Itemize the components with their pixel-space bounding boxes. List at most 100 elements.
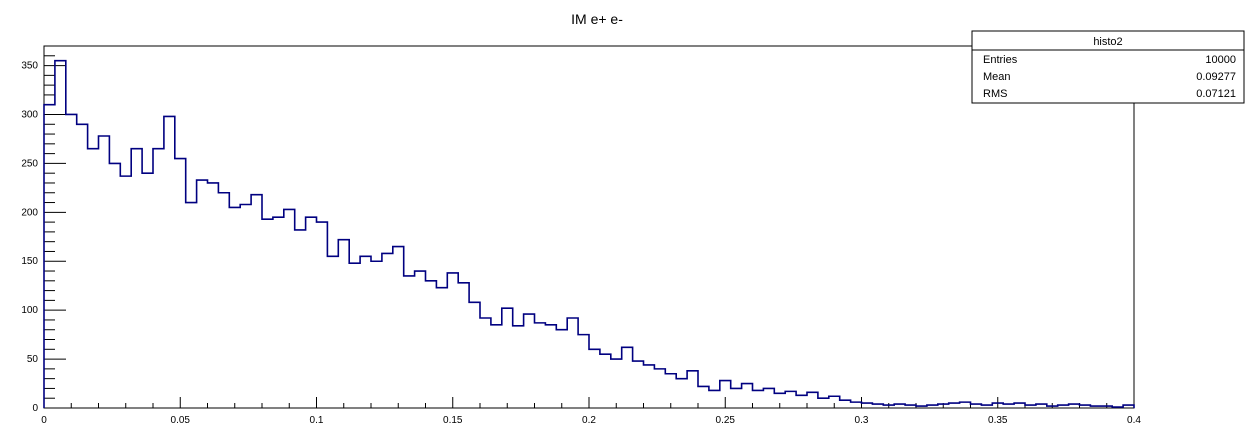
x-tick-label: 0.2 — [582, 415, 596, 426]
histogram-bin — [153, 149, 164, 408]
histogram-bin — [524, 314, 535, 408]
histogram-bin — [208, 183, 219, 408]
histogram-bin — [66, 114, 77, 408]
histogram-bin — [458, 283, 469, 408]
stats-entries-label: Entries — [983, 54, 1018, 66]
histogram-bin — [284, 209, 295, 408]
histogram-bin — [251, 195, 262, 408]
histogram-bin — [491, 325, 502, 408]
histogram-bin — [44, 105, 55, 408]
histogram-bin — [633, 361, 644, 408]
histogram-bin — [371, 261, 382, 408]
histogram-bin — [960, 402, 971, 408]
histogram-bin — [763, 388, 774, 408]
histogram-bin — [295, 230, 306, 408]
histogram-bin — [644, 365, 655, 408]
stats-box-name: histo2 — [1093, 36, 1122, 48]
histogram-bin — [382, 253, 393, 408]
stats-mean-label: Mean — [983, 71, 1011, 83]
stats-box-frame — [971, 30, 1245, 104]
histogram-bin — [840, 400, 851, 408]
histogram-bin — [229, 207, 240, 408]
histogram-bin — [142, 173, 153, 408]
histogram-bin — [404, 276, 415, 408]
histogram-bin — [197, 180, 208, 408]
histogram-bin — [306, 217, 317, 408]
histogram-bin — [99, 136, 110, 408]
histogram-bin — [654, 369, 665, 408]
y-tick-label: 200 — [21, 207, 38, 218]
x-tick-label: 0.3 — [855, 415, 869, 426]
histogram-bin — [535, 323, 546, 408]
stats-rms-label: RMS — [983, 88, 1007, 100]
histogram-bin — [502, 308, 513, 408]
y-axis: 0 50 100 150 200 250 300 350 — [21, 45, 66, 414]
x-tick-label: 0.1 — [310, 415, 324, 426]
histogram-outline — [43, 59, 1135, 408]
histogram-bin — [622, 347, 633, 408]
stats-box: histo2 Entries 10000 Mean 0.09277 RMS 0.… — [971, 30, 1245, 104]
histogram-bin — [687, 371, 698, 408]
histogram-bin — [545, 325, 556, 408]
histogram-bin — [469, 302, 480, 408]
histogram-bin — [785, 391, 796, 408]
plot-frame-rect — [43, 45, 1135, 409]
x-tick-label: 0 — [41, 415, 47, 426]
histogram-bin — [426, 281, 437, 408]
histogram-bin — [807, 392, 818, 408]
histogram-bin — [611, 359, 622, 408]
histogram-bin — [480, 318, 491, 408]
histogram-bin — [120, 176, 131, 408]
y-tick-label: 50 — [27, 354, 39, 365]
histogram-bin — [731, 388, 742, 408]
histogram-bin — [513, 326, 524, 408]
histogram-bin — [589, 349, 600, 408]
x-tick-label: 0.25 — [716, 415, 736, 426]
histogram-bin — [327, 256, 338, 408]
x-tick-label: 0.15 — [443, 415, 463, 426]
histogram-bin — [349, 263, 360, 408]
y-tick-label: 0 — [32, 403, 38, 414]
histogram-bin — [436, 288, 447, 408]
histogram-bin — [415, 271, 426, 408]
histogram-bin — [338, 240, 349, 408]
histogram-bin — [131, 149, 142, 408]
histogram-bin — [186, 203, 197, 408]
plot-frame — [43, 45, 1135, 409]
histogram-bin — [55, 61, 66, 408]
histogram-bin — [218, 193, 229, 408]
histogram-bin — [175, 159, 186, 408]
histogram-bin — [567, 318, 578, 408]
histogram-bin — [109, 163, 120, 408]
x-axis: 0 0.05 0.1 0.15 0.2 0.25 0.3 0.35 0.4 — [41, 397, 1141, 426]
histogram-bin — [262, 219, 273, 408]
histogram-bin — [676, 379, 687, 408]
histogram-bin — [796, 395, 807, 408]
histogram-bin — [317, 222, 328, 408]
histogram-bin — [818, 398, 829, 408]
y-tick-label: 150 — [21, 256, 38, 267]
histogram-bin — [851, 402, 862, 408]
histogram-bin — [88, 149, 99, 408]
y-tick-label: 250 — [21, 158, 38, 169]
stats-rms-value: 0.07121 — [1196, 88, 1236, 100]
histogram-bin — [665, 374, 676, 408]
stats-mean-value: 0.09277 — [1196, 71, 1236, 83]
stats-entries-value: 10000 — [1205, 54, 1236, 66]
histogram-bin — [742, 384, 753, 408]
x-tick-label: 0.05 — [171, 415, 191, 426]
histogram-bin — [698, 386, 709, 408]
y-tick-label: 350 — [21, 61, 38, 72]
histogram-bin — [709, 390, 720, 408]
histogram-bin — [600, 354, 611, 408]
histogram-bin — [360, 256, 371, 408]
chart-title: IM e+ e- — [571, 11, 623, 27]
histogram-bin — [273, 217, 284, 408]
histogram-bin — [578, 335, 589, 408]
x-tick-label: 0.4 — [1127, 415, 1141, 426]
histogram-series — [43, 59, 1135, 408]
y-tick-label: 300 — [21, 109, 38, 120]
histogram-bin — [447, 273, 458, 408]
x-tick-label: 0.35 — [988, 415, 1008, 426]
